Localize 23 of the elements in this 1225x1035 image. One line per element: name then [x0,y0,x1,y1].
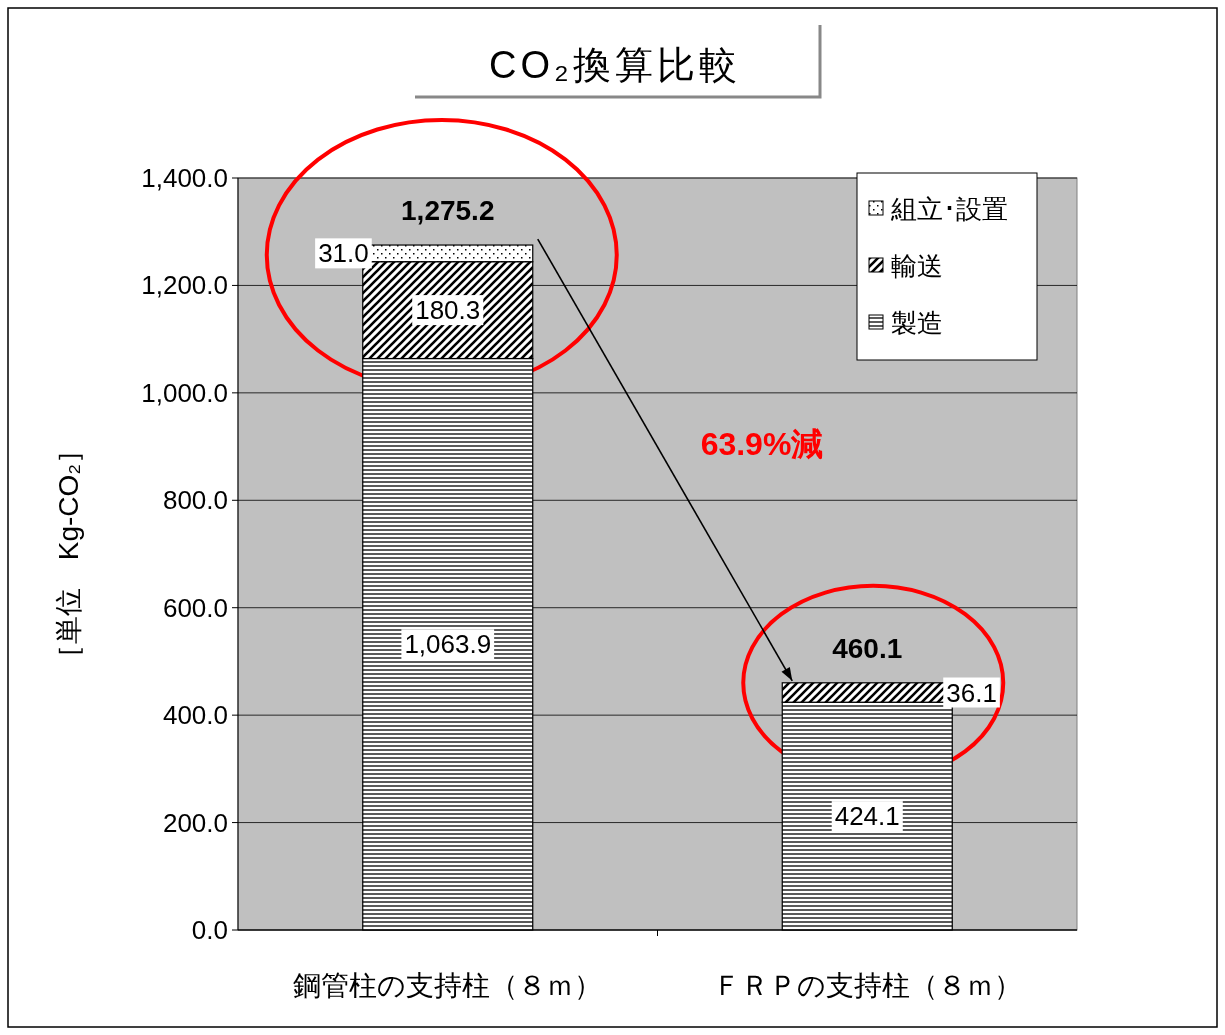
legend-label: 輸送 [891,251,943,281]
legend-label: 製造 [891,308,943,338]
total-label: 460.1 [832,632,903,664]
total-label: 1,275.2 [401,195,495,227]
y-tick-label: 1,400.0 [141,163,228,193]
y-tick-label: 1,000.0 [141,377,228,408]
y-tick-label: 1,200.0 [141,270,228,301]
chart-title: CO₂換算比較 [489,44,741,86]
x-tick-label: 鋼管柱の支持柱（８ｍ） [293,970,603,1001]
data-label: 1,063.9 [404,629,492,660]
data-label: 36.1 [946,677,997,708]
y-tick-label: 200.0 [162,807,228,838]
x-tick-label: ＦＲＰの支持柱（８ｍ） [712,970,1022,1001]
y-tick-label: 600.0 [162,592,228,623]
y-tick-label: 400.0 [162,700,228,731]
y-axis-title: ［単位 Kg-CO₂］ [53,435,84,673]
data-label: 180.3 [415,295,481,326]
y-tick-label: 800.0 [162,485,228,516]
annotation: 63.9%減 [700,426,824,462]
data-label: 31.0 [318,238,369,269]
legend-label: 組立･設置 [890,194,1008,224]
y-tick-label: 0.0 [191,915,228,945]
data-label: 424.1 [834,801,900,832]
